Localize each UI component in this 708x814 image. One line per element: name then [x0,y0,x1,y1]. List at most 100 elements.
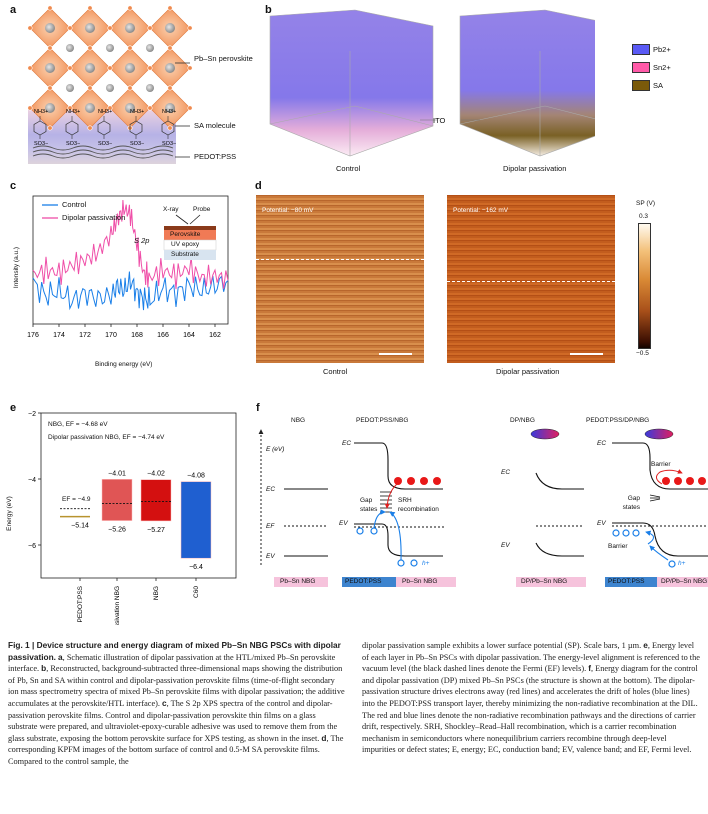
gap-states-label: Gap states [622,495,640,511]
barrier-label-electron: Barrier [651,461,671,468]
nh3-group: NH3+ [130,109,144,115]
halide-atom [107,25,113,31]
diagram-title-pedot-nbg: PEDOT:PSS/NBG [356,417,409,424]
pedot-fermi-label: EF = −4.9 [62,496,91,503]
ito-label: ITO [433,116,446,125]
b-site-atom [85,63,95,73]
hole-drift-arrow [373,509,386,529]
dipole-icon [644,428,674,440]
panel-a-schematic: NH3+ SO3− NH3+ SO3− NH3+ SO3− NH3+ SO3− NH3+ SO3− [27,5,193,164]
b-site-atom [125,103,135,113]
srh-label: SRH recombination [398,497,439,513]
plot-frame [40,412,237,579]
level-ec: EC [501,469,511,476]
halide-atom [187,65,193,71]
note-nbg-fermi: NBG, EF = −4.68 eV [48,421,108,428]
s2p-peak-label: S 2p [134,236,150,245]
halide-atom [67,25,73,31]
kpfm-map-dipolar: Potential: −162 mV [447,195,615,363]
base-label-nbg: Pb–Sn NBG [402,578,438,585]
halide-atom [167,45,173,51]
dp-nbg-bands [535,472,584,557]
note-dp-fermi: Dipolar passivation NBG, EF = −4.74 eV [48,434,165,441]
element-legend: Pb2+ Sn2+ SA [632,44,671,91]
x-tick-label: Dipolar passivation NBG [114,586,121,625]
legend-swatch [632,80,650,91]
caption-tag: e [643,640,648,650]
energy-axis-label: E (eV) [266,446,285,453]
legend-item-sa: SA [632,80,671,91]
caption-tag: a [58,651,63,662]
series-line-dipolar-passivation [32,199,229,290]
label-sa-molecule: SA molecule [194,121,236,130]
caption-tag: f [588,663,592,674]
halide-atom [147,65,153,71]
b-site-atom [125,63,135,73]
bar-C60 [180,481,212,559]
xps-legend-control: Control [62,200,87,209]
level-ef: EF [266,523,275,530]
halide-atom [127,85,133,91]
x-tick-label: 176 [27,332,39,339]
halide-atom [27,105,33,111]
hole-drift-arrow [649,545,669,561]
srh-recombination-arrow [384,483,398,509]
x-tick-label: PEDOT:PSS [77,585,84,622]
base-label-pedot: PEDOT:PSS [345,578,382,585]
energy-ylabel: Energy (eV) [5,496,13,531]
halide-atom [67,105,73,111]
a-site-cation [106,84,114,92]
so3-group: SO3− [98,141,112,147]
panel-f-label: f [256,402,260,414]
halide-atom [147,25,153,31]
legend-item-pb: Pb2+ [632,44,671,55]
bar-label-bottom: −6.4 [189,564,203,571]
y-tick-label: −4 [28,477,36,484]
xps-chart: 176 174 172 170 168 166 164 162 [27,195,229,339]
panel-c-label: c [10,180,17,192]
layer-bar-nbg [396,577,456,587]
so3-group: SO3− [34,141,48,147]
nh3-group: NH3+ [162,109,176,115]
halide-atom [167,5,173,11]
kpfm-title-dipolar: Dipolar passivation [496,367,560,376]
x-tick-label: 170 [105,332,117,339]
x-tick-label: 174 [53,332,65,339]
legend-swatch [632,44,650,55]
panel-b-label: b [265,4,272,16]
x-tick-label: 164 [183,332,195,339]
diagram-title-pedot-dp-nbg: PEDOT:PSS/DP/NBG [586,417,650,424]
legend-label: Pb2+ [653,45,671,54]
so3-group: SO3− [66,141,80,147]
pedot-nbg-bands [354,442,446,557]
bar-label-bottom: −5.27 [147,527,165,534]
scale-bar [379,353,412,355]
legend-item-sn: Sn2+ [632,62,671,73]
nh3-group: NH3+ [34,109,48,115]
colorbar-min: −0.5 [636,350,649,357]
legend-label: Sn2+ [653,63,671,72]
panel-a-label: a [10,4,17,16]
x-tick-label: 166 [157,332,169,339]
inset-probe-label: Probe [193,206,211,213]
b-site-atom [165,23,175,33]
panel-e-label: e [10,402,17,414]
band-diagrams [258,428,708,587]
tof-sims-3d-maps [269,9,595,157]
bar-label-top: −4.02 [147,471,165,478]
halide-atom [187,25,193,31]
colorbar-title: SP (V) [636,200,656,207]
panel-d-label: d [255,180,262,192]
scale-bar [570,353,603,355]
nh3-group: NH3+ [98,109,112,115]
inset-perovskite-label: Perovskite [170,231,201,238]
halide-atom [127,45,133,51]
sa-molecules: NH3+ SO3− NH3+ SO3− NH3+ SO3− NH3+ SO3− NH3+ SO3− [33,109,176,147]
b-site-atom [45,63,55,73]
kpfm-title-control: Control [323,367,348,376]
base-label-pedot: PEDOT:PSS [608,578,645,585]
barrier-arrow [656,469,683,485]
caption-tag: d [321,732,327,743]
diagram-title-dp-nbg: DP/NBG [510,417,535,424]
b-site-atom [85,103,95,113]
